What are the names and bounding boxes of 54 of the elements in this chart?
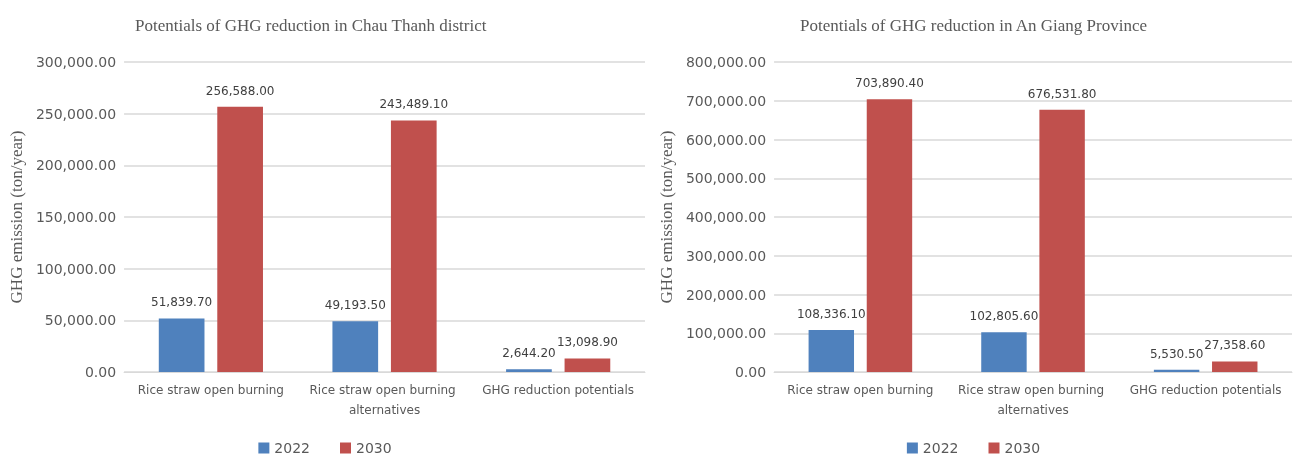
y-axis-title: GHG emission (ton/year) xyxy=(657,130,676,304)
y-tick-label: 100,000.00 xyxy=(35,260,117,277)
bar xyxy=(332,321,379,372)
x-tick-label: Rice straw open burning alternatives xyxy=(309,383,460,417)
y-tick-label: 50,000.00 xyxy=(44,312,117,329)
y-tick-label: 500,000.00 xyxy=(685,170,767,187)
data-label: 703,890.40 xyxy=(855,76,924,91)
y-tick-label: 200,000.00 xyxy=(685,286,767,303)
legend-label: 2022 xyxy=(922,440,959,456)
bar xyxy=(564,358,611,372)
x-tick-label: Rice straw open burning xyxy=(787,383,934,397)
y-tick-label: 250,000.00 xyxy=(35,105,117,122)
x-tick-label: GHG reduction potentials xyxy=(1129,383,1282,397)
y-tick-label: 0.00 xyxy=(84,364,117,380)
data-label: 27,358.60 xyxy=(1204,338,1266,353)
data-label: 676,531.80 xyxy=(1027,86,1097,101)
bar xyxy=(217,106,263,372)
y-tick-label: 150,000.00 xyxy=(35,209,117,225)
data-label: 13,098.90 xyxy=(556,335,618,350)
bar xyxy=(1212,361,1258,372)
data-label: 2,644.20 xyxy=(502,346,556,361)
data-label: 5,530.50 xyxy=(1149,346,1204,361)
y-tick-label: 200,000.00 xyxy=(35,157,117,174)
y-tick-label: 600,000.00 xyxy=(685,131,767,148)
x-tick-label: GHG reduction potentials xyxy=(482,383,635,397)
x-tick-label: Rice straw open burning xyxy=(137,383,284,397)
legend-label: 2030 xyxy=(1004,440,1041,456)
data-label: 256,588.00 xyxy=(205,83,275,98)
chart-title: Potentials of GHG reduction in An Giang Province xyxy=(800,16,1148,35)
data-label: 49,193.50 xyxy=(324,298,386,313)
y-tick-label: 100,000.00 xyxy=(685,325,767,342)
data-label: 51,839.70 xyxy=(151,295,213,310)
bar xyxy=(1039,109,1085,372)
data-label: 243,489.10 xyxy=(379,97,449,112)
legend-label: 2030 xyxy=(356,440,392,456)
bar xyxy=(1153,369,1200,372)
bar xyxy=(390,120,437,372)
y-tick-label: 0.00 xyxy=(734,364,767,380)
bar xyxy=(506,369,552,372)
x-tick-label: Rice straw open burning alternatives xyxy=(958,383,1109,417)
bar xyxy=(808,330,855,372)
y-tick-label: 700,000.00 xyxy=(685,92,767,109)
bar xyxy=(981,332,1027,372)
y-tick-label: 800,000.00 xyxy=(685,54,767,70)
y-axis-title: GHG emission (ton/year) xyxy=(7,130,26,304)
y-tick-label: 300,000.00 xyxy=(35,54,117,70)
legend-label: 2022 xyxy=(274,440,311,456)
y-tick-label: 400,000.00 xyxy=(685,209,767,225)
data-label: 102,805.60 xyxy=(969,309,1039,324)
bar xyxy=(158,318,205,372)
chart-title: Potentials of GHG reduction in Chau Thanh district xyxy=(135,16,487,35)
bar xyxy=(866,99,913,372)
data-label: 108,336.10 xyxy=(796,307,866,322)
y-tick-label: 300,000.00 xyxy=(685,247,767,264)
